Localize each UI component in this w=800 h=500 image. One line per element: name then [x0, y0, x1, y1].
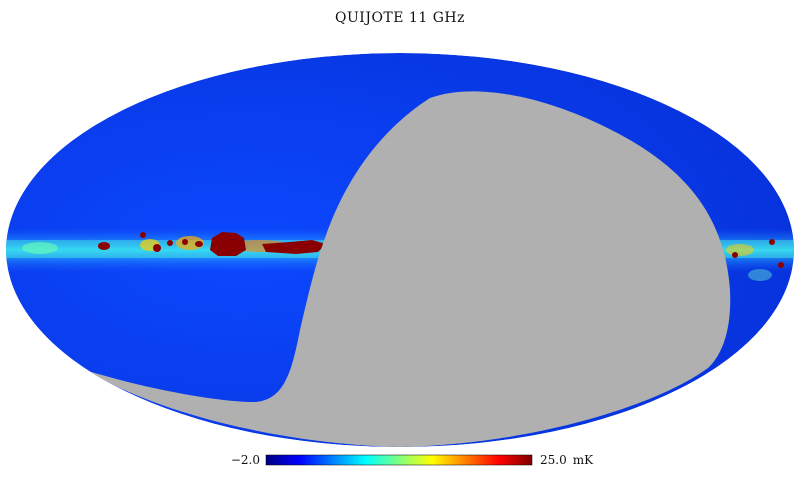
- colorbar-max-value: 25.0: [540, 453, 567, 467]
- masked-region: [85, 91, 731, 447]
- colorbar-min-label: −2.0: [230, 453, 260, 467]
- colorbar-unit: mK: [572, 453, 594, 467]
- map-title: QUIJOTE 11 GHz: [335, 10, 465, 26]
- colorbar-max-label: 25.0 mK: [540, 453, 630, 467]
- colorbar: [265, 454, 533, 466]
- sky-field: [6, 53, 794, 447]
- saturated-sources: [98, 232, 784, 268]
